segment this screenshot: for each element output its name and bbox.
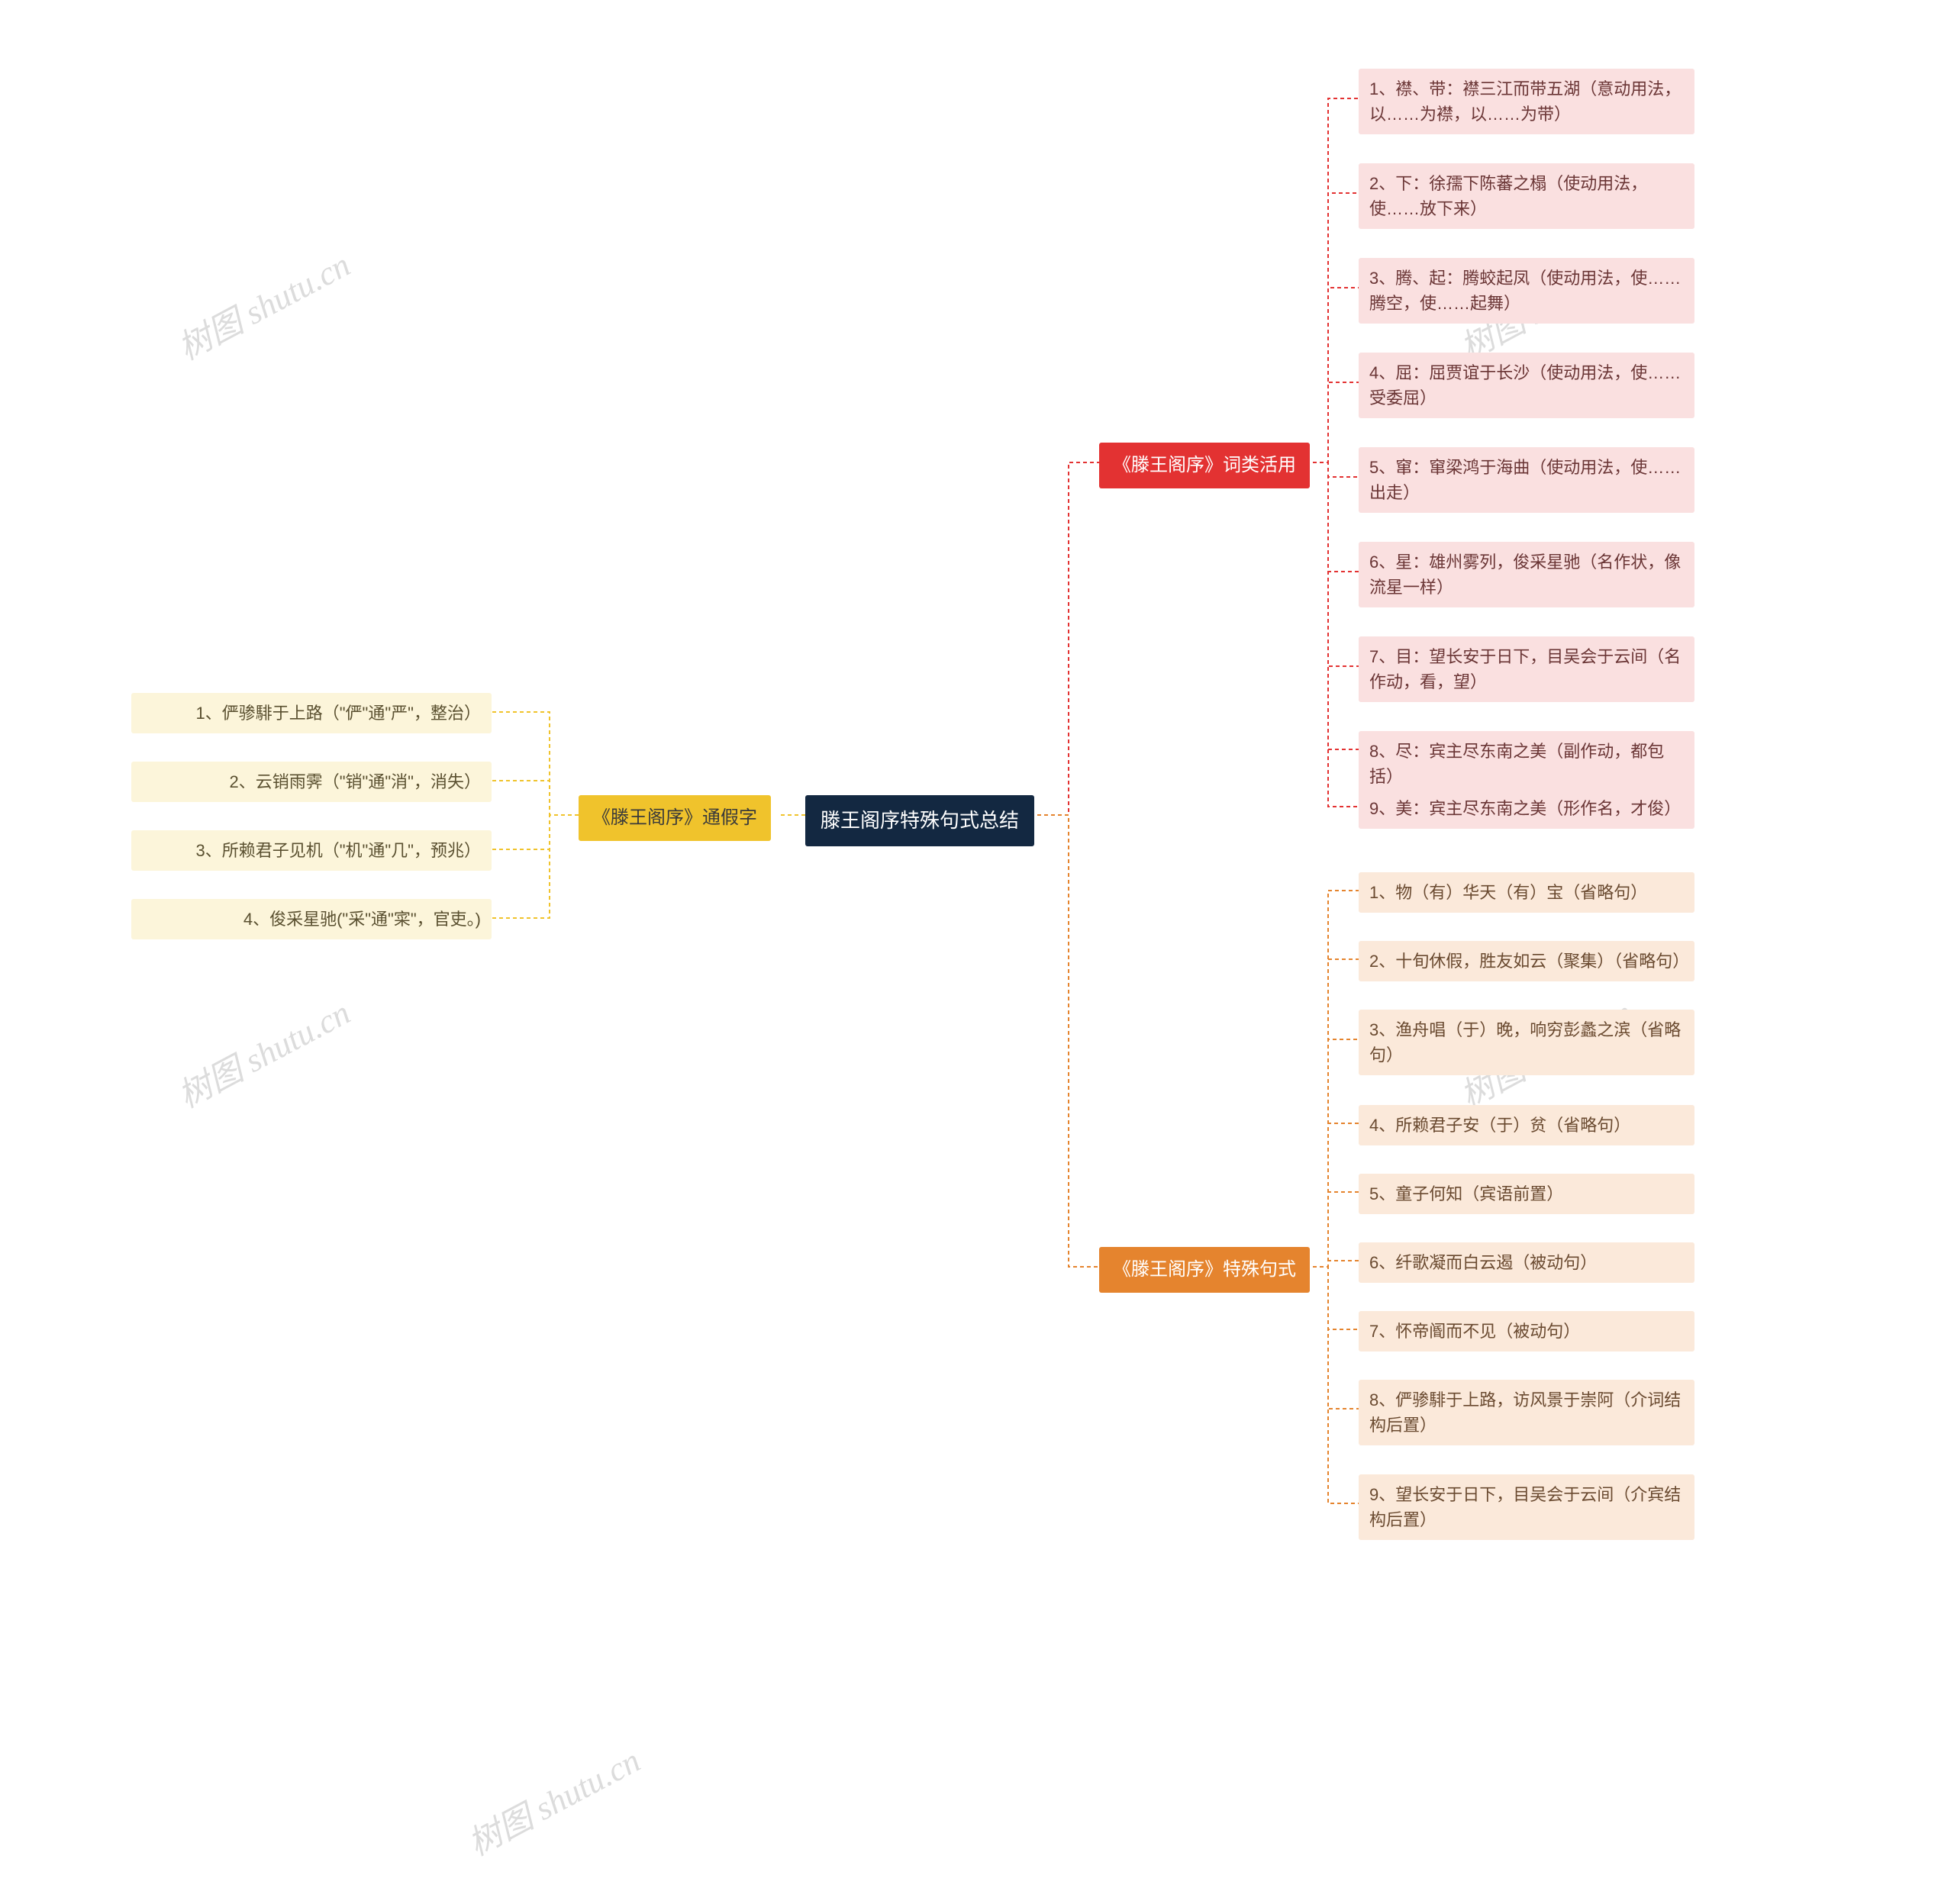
watermark: 树图 shutu.cn xyxy=(458,1734,647,1865)
leaf-rt-3: 4、屈：屈贾谊于长沙（使动用法，使……受委屈） xyxy=(1359,353,1694,418)
leaf-rt-8: 9、美：宾主尽东南之美（形作名，才俊） xyxy=(1359,788,1694,829)
watermark: 树图 shutu.cn xyxy=(168,238,357,369)
leaf-rb-0: 1、物（有）华天（有）宝（省略句） xyxy=(1359,872,1694,913)
leaf-rt-0: 1、襟、带：襟三江而带五湖（意动用法，以……为襟，以……为带） xyxy=(1359,69,1694,134)
leaf-rb-3: 4、所赖君子安（于）贫（省略句） xyxy=(1359,1105,1694,1145)
branch-right-top: 《滕王阁序》词类活用 xyxy=(1099,443,1310,488)
leaf-rt-5: 6、星：雄州雾列，俊采星驰（名作状，像流星一样） xyxy=(1359,542,1694,607)
leaf-rb-6: 7、怀帝阍而不见（被动句） xyxy=(1359,1311,1694,1351)
leaf-rt-1: 2、下：徐孺下陈蕃之榻（使动用法，使……放下来） xyxy=(1359,163,1694,229)
leaf-rb-7: 8、俨骖騑于上路，访风景于崇阿（介词结构后置） xyxy=(1359,1380,1694,1445)
leaf-rb-8: 9、望长安于日下，目吴会于云间（介宾结构后置） xyxy=(1359,1474,1694,1540)
leaf-rt-4: 5、窜：窜梁鸿于海曲（使动用法，使……出走） xyxy=(1359,447,1694,513)
leaf-rb-4: 5、童子何知（宾语前置） xyxy=(1359,1174,1694,1214)
branch-left: 《滕王阁序》通假字 xyxy=(579,795,771,841)
branch-right-bottom: 《滕王阁序》特殊句式 xyxy=(1099,1247,1310,1293)
leaf-rt-7: 8、尽：宾主尽东南之美（副作动，都包括） xyxy=(1359,731,1694,797)
leaf-left-1: 2、云销雨霁（"销"通"消"，消失） xyxy=(131,762,492,802)
watermark: 树图 shutu.cn xyxy=(168,986,357,1117)
leaf-rb-5: 6、纤歌凝而白云遏（被动句） xyxy=(1359,1242,1694,1283)
leaf-rt-6: 7、目：望长安于日下，目吴会于云间（名作动，看，望） xyxy=(1359,636,1694,702)
leaf-rb-1: 2、十旬休假，胜友如云（聚集）（省略句） xyxy=(1359,941,1694,981)
leaf-left-2: 3、所赖君子见机（"机"通"几"，预兆） xyxy=(131,830,492,871)
leaf-rt-2: 3、腾、起：腾蛟起凤（使动用法，使……腾空，使……起舞） xyxy=(1359,258,1694,324)
leaf-rb-2: 3、渔舟唱（于）晚，响穷彭蠡之滨（省略句） xyxy=(1359,1010,1694,1075)
leaf-left-0: 1、俨骖騑于上路（"俨"通"严"，整治） xyxy=(131,693,492,733)
mindmap-canvas: 树图 shutu.cn 树图 shutu.cn 树图 shutu.cn 树图 s… xyxy=(0,0,1954,1904)
root-node: 滕王阁序特殊句式总结 xyxy=(805,795,1034,846)
leaf-left-3: 4、俊采星驰("采"通"寀"，官吏。) xyxy=(131,899,492,939)
